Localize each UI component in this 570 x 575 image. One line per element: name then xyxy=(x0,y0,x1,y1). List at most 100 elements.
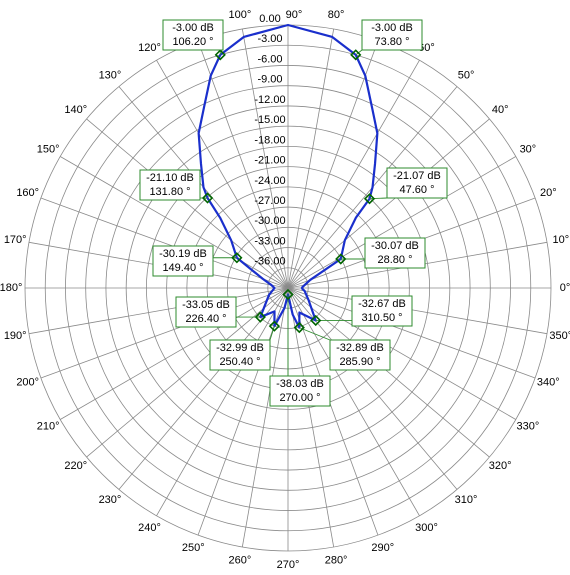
grid-spoke xyxy=(287,60,420,289)
theta-tick-label: 260° xyxy=(229,555,252,567)
marker-callout: -38.03 dB 270.00 ° xyxy=(269,288,331,407)
callout-theta: 250.40 ° xyxy=(219,356,260,368)
marker-callout: -30.07 dB 28.80 ° xyxy=(335,237,426,269)
theta-tick-label: 80° xyxy=(328,9,345,21)
grid-spoke xyxy=(60,156,289,289)
marker-point xyxy=(214,49,226,61)
theta-tick-label: 170° xyxy=(4,234,27,246)
callout-leader xyxy=(269,326,275,341)
callout-value: -21.07 dB xyxy=(393,170,441,182)
theta-tick-label: 310° xyxy=(455,494,478,506)
marker-callout: -32.67 dB 310.50 ° xyxy=(310,295,413,327)
theta-tick-label: 270° xyxy=(277,559,300,570)
r-tick-label: -33.00 xyxy=(254,235,285,247)
theta-tick-label: 230° xyxy=(99,494,122,506)
grid-spoke xyxy=(241,28,289,289)
marker-callout: -21.10 dB 131.80 ° xyxy=(139,169,214,204)
marker-point xyxy=(350,49,362,61)
theta-tick-label: 10° xyxy=(552,234,569,246)
callout-box xyxy=(139,169,201,201)
r-tick-label: -30.00 xyxy=(254,215,285,227)
callout-box xyxy=(364,237,426,269)
callout-leader xyxy=(299,327,331,341)
marker-point xyxy=(363,193,376,205)
callout-value: -32.89 dB xyxy=(336,342,384,354)
callout-leader xyxy=(369,197,388,200)
marker-point xyxy=(268,320,281,332)
grid-spoke xyxy=(197,40,289,289)
theta-tick-label: 200° xyxy=(16,377,39,389)
theta-tick-label: 250° xyxy=(182,542,205,554)
callout-theta: 131.80 ° xyxy=(149,186,190,198)
theta-tick-label: 30° xyxy=(520,143,537,155)
marker-point xyxy=(310,314,322,327)
r-tick-label: -6.00 xyxy=(257,53,282,65)
r-tick-label: -15.00 xyxy=(254,114,285,126)
callout-box xyxy=(329,339,391,371)
r-tick-label: -18.00 xyxy=(254,134,285,146)
grid-spoke xyxy=(287,287,516,420)
theta-tick-label: 100° xyxy=(229,9,252,21)
marker-point xyxy=(231,252,243,264)
grid-spoke xyxy=(86,118,289,289)
grid-spoke xyxy=(287,28,335,289)
grid-spoke xyxy=(287,118,490,289)
theta-tick-label: 40° xyxy=(492,104,509,116)
r-tick-label: -3.00 xyxy=(257,33,282,45)
callout-theta: 106.20 ° xyxy=(172,36,213,48)
theta-tick-label: 300° xyxy=(415,522,438,534)
grid-spoke xyxy=(287,287,458,490)
callout-theta: 310.50 ° xyxy=(361,312,402,324)
theta-tick-label: 90° xyxy=(286,9,303,21)
callout-box xyxy=(175,296,237,328)
r-tick-label: -24.00 xyxy=(254,175,285,187)
theta-tick-label: 280° xyxy=(325,555,348,567)
callout-value: -30.19 dB xyxy=(159,248,207,260)
grid-spoke xyxy=(287,40,379,289)
callout-value: -32.99 dB xyxy=(216,342,264,354)
theta-tick-label: 320° xyxy=(489,460,512,472)
theta-tick-label: 140° xyxy=(64,104,87,116)
theta-tick-label: 350° xyxy=(549,330,570,342)
theta-tick-label: 340° xyxy=(537,377,560,389)
theta-tick-label: 0° xyxy=(560,282,570,294)
marker-callout: -3.00 dB 73.80 ° xyxy=(350,19,423,61)
theta-tick-label: 150° xyxy=(37,143,60,155)
grid-spoke xyxy=(287,156,516,289)
marker-point xyxy=(201,192,214,204)
callout-box xyxy=(269,375,331,407)
theta-tick-label: 130° xyxy=(99,70,122,82)
marker-point xyxy=(254,311,266,323)
callout-theta: 285.90 ° xyxy=(339,356,380,368)
callout-theta: 270.00 ° xyxy=(279,392,320,404)
grid-spoke xyxy=(86,287,289,458)
marker-callout: -32.99 dB 250.40 ° xyxy=(209,320,281,371)
grid-spoke xyxy=(40,287,289,379)
theta-tick-label: 210° xyxy=(37,420,60,432)
r-tick-label: -27.00 xyxy=(254,195,285,207)
r-tick-label: 0.00 xyxy=(259,13,280,25)
callout-value: -33.05 dB xyxy=(182,299,230,311)
grid-spoke xyxy=(287,287,548,335)
theta-tick-label: 160° xyxy=(16,187,39,199)
theta-tick-label: 20° xyxy=(540,187,557,199)
grid-spoke xyxy=(156,287,289,516)
grid-spoke xyxy=(287,287,490,458)
marker-callout: -33.05 dB 226.40 ° xyxy=(175,296,266,328)
r-tick-label: -12.00 xyxy=(254,94,285,106)
marker-callout: -21.07 dB 47.60 ° xyxy=(363,167,448,205)
callout-box xyxy=(152,245,214,277)
theta-tick-label: 330° xyxy=(517,420,540,432)
marker-point xyxy=(335,253,347,265)
r-tick-label: -21.00 xyxy=(254,155,285,167)
theta-tick-label: 190° xyxy=(4,330,27,342)
marker-point xyxy=(282,288,294,301)
marker-callout: -30.19 dB 149.40 ° xyxy=(152,245,243,277)
theta-tick-label: 290° xyxy=(371,542,394,554)
callout-box xyxy=(162,19,224,51)
marker-callout: -3.00 dB 106.20 ° xyxy=(162,19,226,61)
grid-spoke xyxy=(241,287,289,548)
grid-spoke xyxy=(287,287,420,516)
callout-value: -32.67 dB xyxy=(358,298,406,310)
grid-spoke xyxy=(60,287,289,420)
